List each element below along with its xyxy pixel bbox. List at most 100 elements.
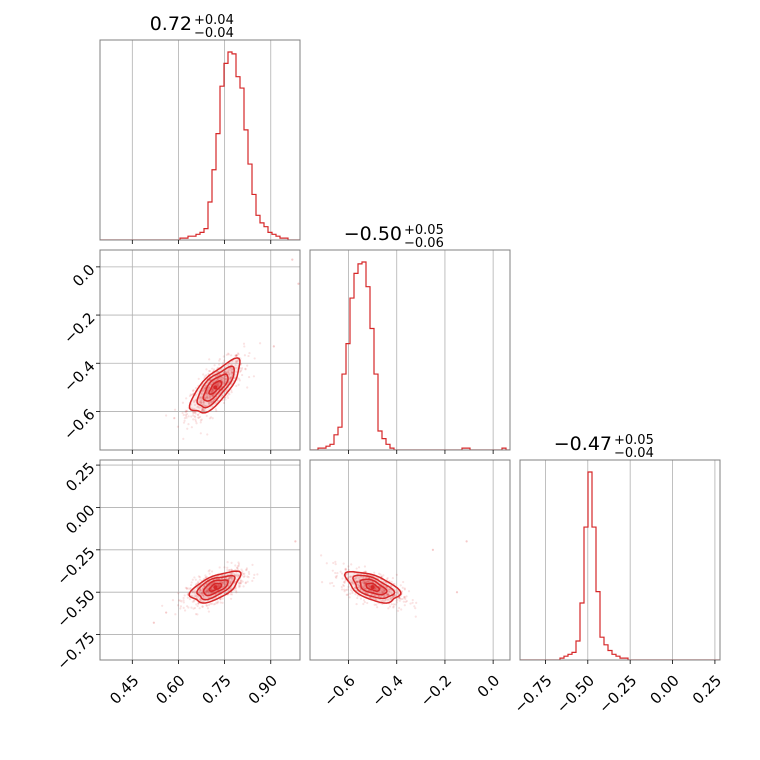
sample-point — [230, 568, 233, 572]
sample-point — [199, 406, 202, 409]
sample-point — [349, 578, 352, 581]
sample-point — [399, 584, 402, 587]
sample-point — [213, 364, 216, 367]
sample-point — [383, 584, 386, 588]
sample-point — [381, 590, 384, 593]
sample-point — [231, 368, 234, 371]
sample-point — [363, 600, 366, 604]
sample-point — [210, 401, 213, 404]
sample-point — [229, 377, 232, 380]
sample-point — [364, 588, 367, 591]
sample-point — [227, 381, 230, 384]
sample-point — [225, 370, 228, 373]
sample-point — [229, 580, 232, 583]
sample-point — [199, 599, 202, 602]
sample-point — [174, 613, 177, 616]
sample-point — [325, 562, 328, 565]
sample-point — [381, 591, 384, 594]
sample-point — [183, 419, 186, 422]
sample-point — [226, 566, 229, 569]
sample-point — [201, 592, 204, 595]
sample-point — [199, 401, 203, 404]
sample-point — [193, 400, 196, 404]
sample-point — [209, 370, 212, 373]
sample-point — [223, 378, 226, 381]
sample-point — [228, 373, 231, 376]
sample-point — [240, 579, 243, 582]
sample-point — [365, 580, 368, 584]
sample-point — [372, 593, 376, 596]
sample-point — [398, 599, 401, 602]
sample-point — [216, 383, 219, 386]
sample-point — [227, 584, 230, 587]
sample-point — [235, 354, 238, 358]
sample-point — [245, 569, 248, 572]
sample-point — [218, 383, 221, 387]
sample-point — [200, 401, 203, 404]
sample-point — [230, 363, 233, 366]
sample-point — [351, 590, 354, 593]
sample-point — [362, 599, 366, 602]
sample-point — [222, 371, 225, 374]
sample-point — [182, 599, 185, 602]
sample-point — [332, 584, 335, 588]
sample-point — [205, 392, 209, 396]
panel-title-minus: −0.04 — [194, 26, 234, 41]
sample-point — [203, 387, 206, 390]
sample-point — [197, 595, 200, 599]
sample-point — [403, 604, 406, 607]
sample-point — [173, 408, 177, 411]
sample-point — [363, 580, 367, 584]
sample-point — [344, 568, 347, 571]
sample-point — [230, 577, 233, 580]
sample-point — [228, 582, 231, 585]
sample-point — [205, 590, 208, 593]
sample-point — [405, 599, 408, 603]
sample-point — [198, 576, 202, 579]
sample-point — [202, 594, 205, 598]
sample-point — [209, 416, 213, 419]
sample-point — [380, 589, 384, 592]
sample-point — [357, 576, 360, 580]
sample-point — [230, 354, 233, 357]
sample-point — [379, 586, 382, 590]
sample-point — [343, 588, 346, 591]
sample-point — [203, 389, 206, 392]
sample-point — [222, 355, 225, 358]
sample-point — [353, 586, 357, 589]
sample-point — [246, 575, 249, 578]
sample-point — [224, 576, 227, 580]
sample-point — [414, 615, 417, 618]
sample-point — [217, 600, 220, 603]
sample-point — [198, 578, 202, 581]
sample-point — [191, 590, 194, 593]
sample-point — [221, 597, 224, 600]
sample-point — [207, 570, 210, 573]
panel-scatter-2-0 — [99, 459, 301, 664]
sample-point — [388, 591, 392, 594]
sample-point — [228, 393, 231, 396]
sample-point — [185, 410, 188, 413]
sample-point — [196, 613, 199, 616]
sample-point — [231, 371, 234, 375]
sample-point — [237, 574, 241, 577]
scatter-group-scatter-1-0 — [165, 258, 300, 440]
sample-point — [189, 587, 192, 590]
sample-point — [385, 578, 389, 581]
panel-title-value: 0.72 — [150, 13, 192, 35]
sample-point — [383, 590, 386, 593]
sample-point — [353, 578, 357, 581]
sample-point — [206, 589, 209, 592]
sample-point — [198, 406, 201, 409]
scatter-group-scatter-2-1 — [320, 540, 468, 618]
sample-point — [211, 388, 215, 391]
sample-point — [185, 415, 188, 418]
sample-point — [359, 588, 362, 591]
sample-point — [212, 603, 216, 606]
sample-point — [240, 568, 243, 571]
sample-point — [224, 583, 227, 586]
sample-point — [388, 598, 391, 601]
sample-point — [366, 580, 369, 583]
sample-point — [207, 388, 210, 391]
sample-point — [205, 604, 208, 607]
